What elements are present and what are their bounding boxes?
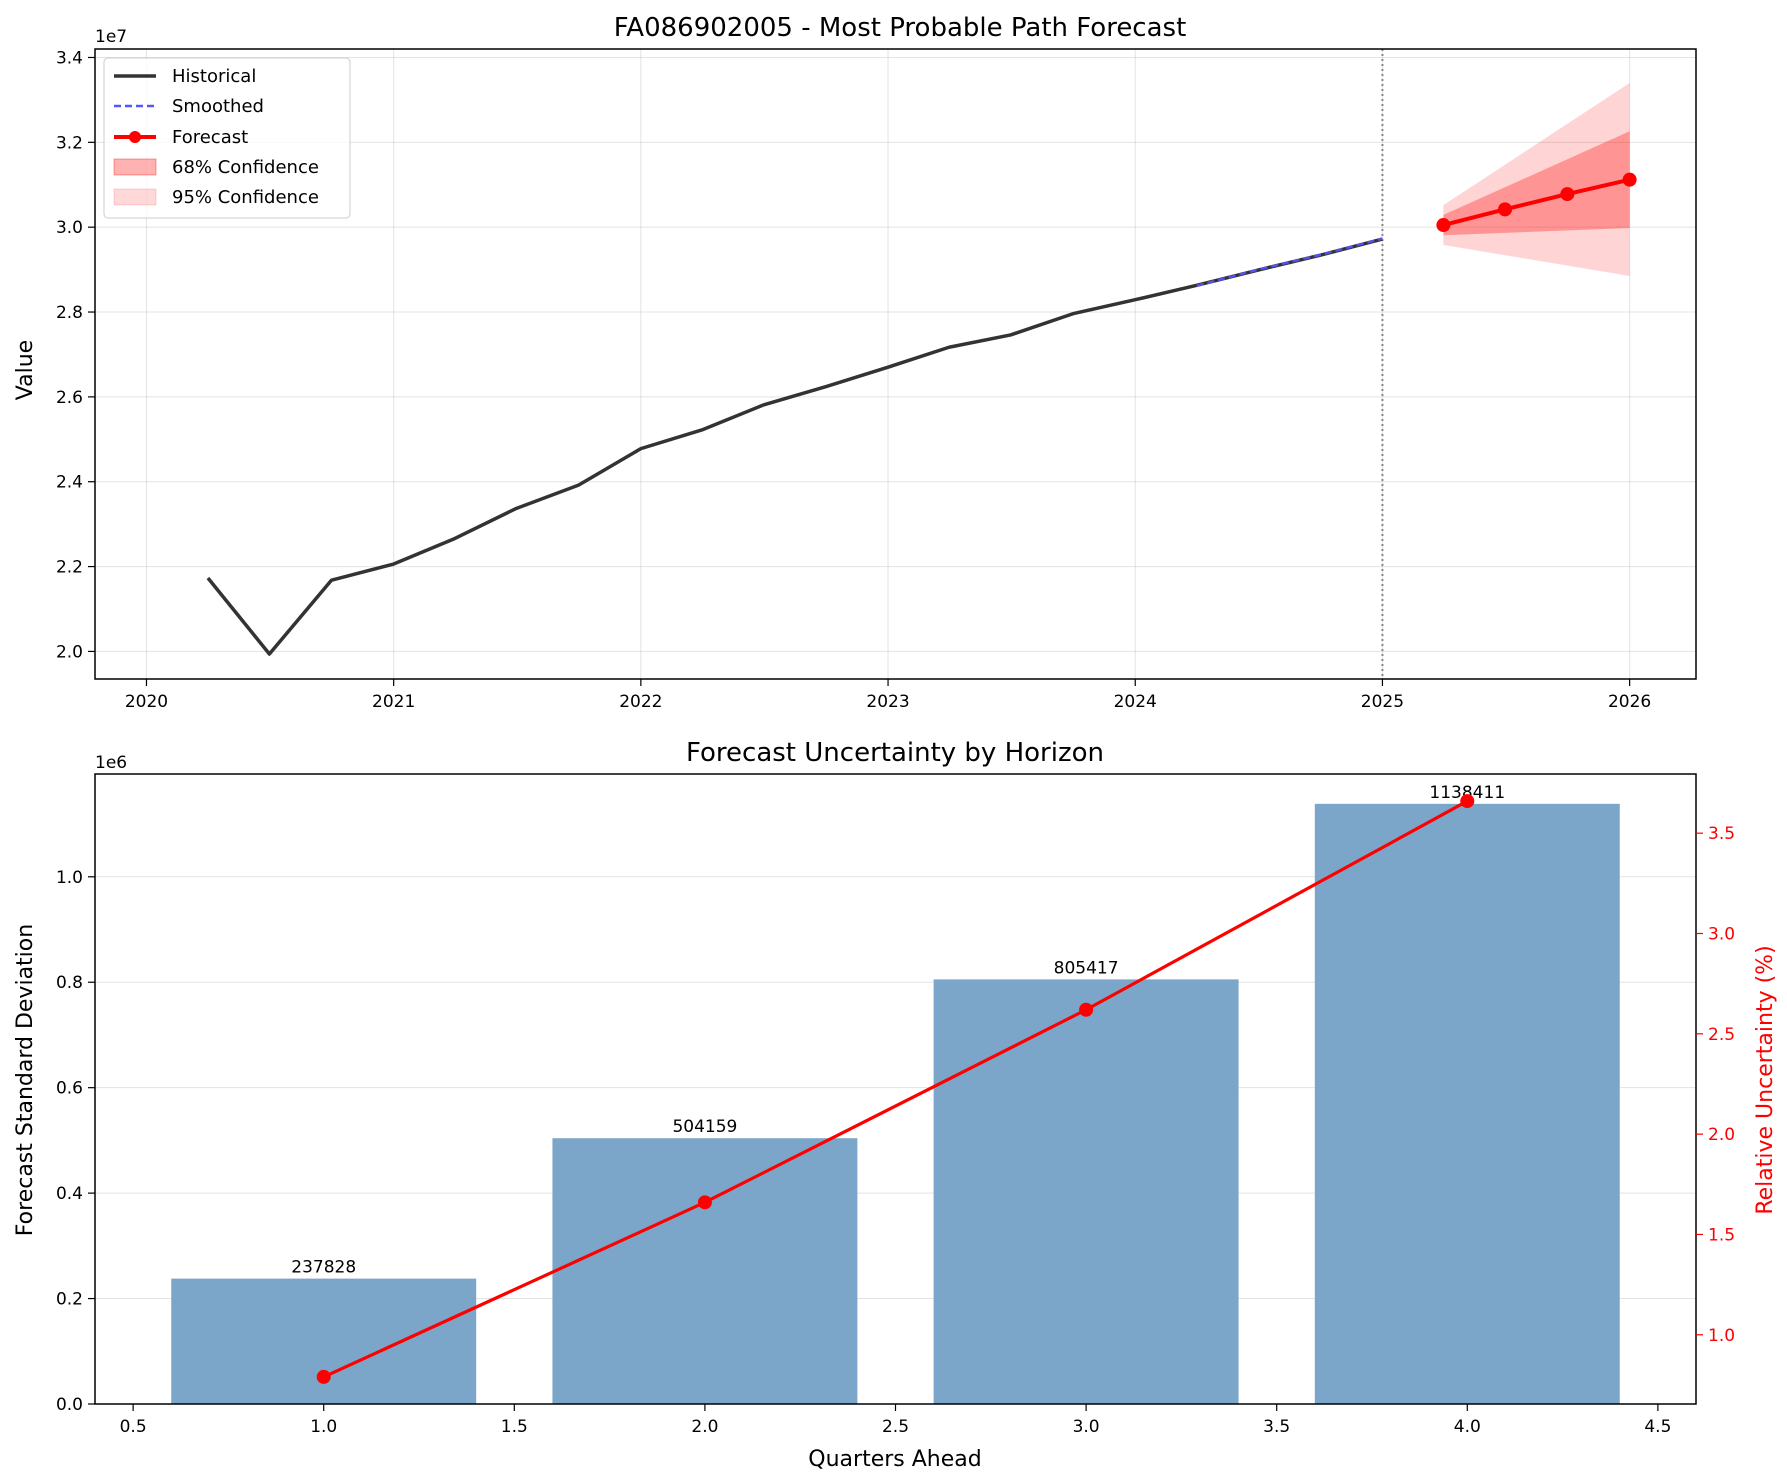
forecast-path-chart: FA086902005 - Most Probable Path Forecas… (13, 13, 1697, 712)
x-axis-label: Quarters Ahead (808, 1447, 981, 1472)
legend-historical-label: Historical (172, 66, 256, 87)
forecast-point (1560, 187, 1575, 202)
legend-ci95-label: 95% Confidence (172, 187, 319, 208)
y-axis-offset-text: 1e6 (95, 753, 127, 773)
relative-uncertainty-polyline (323, 799, 1469, 1379)
y-axis-label: Forecast Standard Deviation (13, 924, 38, 1236)
y-tick-label: 2.8 (56, 303, 83, 323)
bar (552, 1138, 858, 1404)
bar-value-label: 504159 (672, 1117, 737, 1137)
bar (171, 1278, 477, 1404)
ci68-band (1443, 131, 1630, 236)
ci95-band (1443, 82, 1630, 276)
uncertainty-chart: Forecast Uncertainty by Horizon 1e6 Fore… (13, 738, 1778, 1472)
y2-axis-ticks: 1.0 1.5 2.0 2.5 3.0 3.5 (1696, 824, 1735, 1346)
y-tick-label: 1.0 (56, 868, 83, 888)
y-axis-ticks: 2.0 2.2 2.4 2.6 2.8 3.0 3.2 3.4 (56, 48, 95, 662)
y2-tick-label: 2.0 (1708, 1125, 1735, 1145)
y-axis-label: Value (13, 340, 38, 400)
chart-title: Forecast Uncertainty by Horizon (686, 738, 1104, 768)
bar-value-label: 237828 (291, 1258, 356, 1278)
y2-tick-label: 3.5 (1708, 824, 1735, 844)
confidence-bands (1381, 49, 1630, 679)
y-tick-label: 2.2 (56, 558, 83, 578)
y2-tick-label: 1.5 (1708, 1225, 1735, 1245)
x-tick-label: 2020 (125, 692, 168, 712)
x-tick-label: 2023 (866, 692, 909, 712)
bar (933, 979, 1239, 1404)
x-tick-label: 2.0 (691, 1417, 718, 1437)
y-tick-label: 3.4 (56, 48, 83, 68)
y2-tick-label: 3.0 (1708, 925, 1735, 945)
legend-box (103, 57, 351, 219)
bar-value-labels: 237828 504159 805417 1138411 (291, 783, 1505, 1278)
forecast-point (1498, 202, 1513, 217)
legend-smoothed-label: Smoothed (172, 96, 264, 117)
smoothed-line (1196, 237, 1383, 287)
y-tick-label: 2.0 (56, 642, 83, 662)
y2-tick-label: 2.5 (1708, 1025, 1735, 1045)
relative-uncertainty-point (697, 1195, 712, 1210)
plot-frame (94, 48, 1697, 680)
bar (1314, 803, 1620, 1404)
legend-forecast-label: Forecast (172, 127, 248, 148)
x-tick-label: 2022 (619, 692, 662, 712)
x-tick-label: 2.5 (882, 1417, 909, 1437)
historical-line (206, 237, 1383, 656)
x-tick-label: 0.5 (120, 1417, 147, 1437)
forecast-point (1622, 172, 1637, 187)
y-axis-ticks: 0.0 0.2 0.4 0.6 0.8 1.0 (56, 868, 95, 1415)
x-tick-label: 2021 (372, 692, 415, 712)
relative-uncertainty-point (1079, 1002, 1094, 1017)
y2-axis-label: Relative Uncertainty (%) (1753, 945, 1778, 1214)
forecast-point (1436, 218, 1451, 233)
y-tick-label: 2.4 (56, 473, 83, 493)
y-tick-label: 0.2 (56, 1290, 83, 1310)
y-tick-label: 0.4 (56, 1184, 83, 1204)
x-tick-label: 1.0 (310, 1417, 337, 1437)
y-tick-label: 3.2 (56, 133, 83, 153)
chart-title: FA086902005 - Most Probable Path Forecas… (614, 13, 1187, 43)
relative-uncertainty-line (316, 794, 1475, 1384)
bars (171, 803, 1620, 1404)
y2-tick-label: 1.0 (1708, 1326, 1735, 1346)
x-tick-label: 3.5 (1263, 1417, 1290, 1437)
grid (95, 49, 1696, 679)
forecast-line (1442, 177, 1631, 227)
y-tick-label: 0.0 (56, 1395, 83, 1415)
bar-value-label: 805417 (1054, 958, 1119, 978)
relative-uncertainty-point (316, 1369, 331, 1384)
legend-ci68-label: 68% Confidence (172, 157, 319, 178)
x-tick-label: 4.0 (1454, 1417, 1481, 1437)
series-lines (206, 172, 1637, 656)
relative-uncertainty-point (1460, 794, 1475, 809)
x-tick-label: 2026 (1608, 692, 1651, 712)
x-tick-label: 1.5 (501, 1417, 528, 1437)
x-axis-ticks: 0.5 1.0 1.5 2.0 2.5 3.0 3.5 4.0 4.5 (120, 1404, 1671, 1437)
legend: Historical Smoothed Forecast 68% Confide… (103, 57, 351, 219)
bar-value-label: 1138411 (1429, 783, 1505, 803)
y-tick-label: 0.6 (56, 1079, 83, 1099)
legend-forecast-marker (129, 131, 141, 143)
legend-ci68-swatch (113, 158, 157, 176)
x-tick-label: 3.0 (1073, 1417, 1100, 1437)
y-tick-label: 0.8 (56, 973, 83, 993)
y-axis-offset-text: 1e7 (95, 27, 127, 47)
legend-ci95-swatch (113, 188, 157, 206)
x-tick-label: 2024 (1114, 692, 1157, 712)
x-tick-label: 4.5 (1644, 1417, 1671, 1437)
x-axis-ticks: 2020 2021 2022 2023 2024 2025 2026 (125, 679, 1651, 712)
y-tick-label: 2.6 (56, 388, 83, 408)
x-tick-label: 2025 (1361, 692, 1404, 712)
y-tick-label: 3.0 (56, 218, 83, 238)
